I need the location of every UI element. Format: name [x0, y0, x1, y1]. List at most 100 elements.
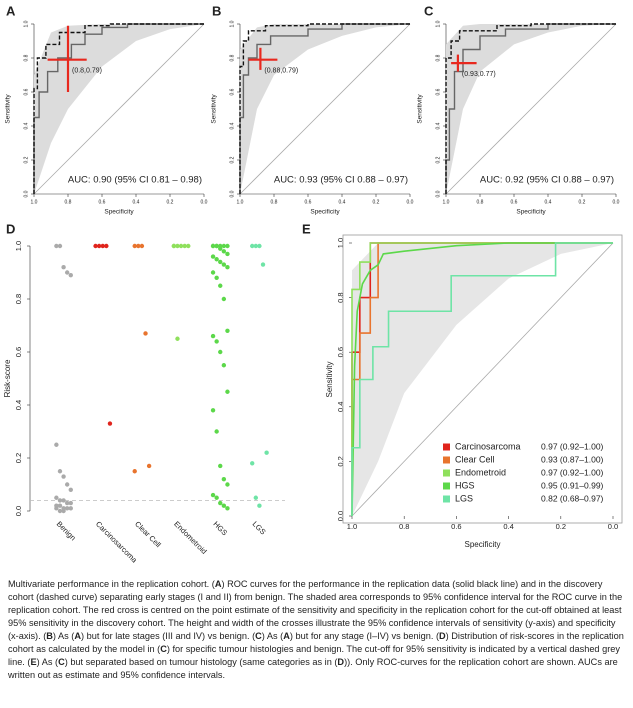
- cross-label: (0.88,0.79): [264, 68, 298, 75]
- caption-text: ) As (: [261, 631, 284, 641]
- caption-text: )). Only ROC-curves for the replication …: [8, 657, 618, 680]
- point: [225, 251, 230, 257]
- roc-curve: [33, 23, 204, 194]
- point: [214, 275, 219, 280]
- point: [57, 503, 63, 508]
- panel-label: A: [6, 3, 16, 18]
- x-tick-label: Carcinosarcoma: [94, 519, 140, 565]
- point: [100, 243, 105, 249]
- point: [210, 333, 216, 339]
- point: [250, 243, 255, 249]
- point: [260, 262, 266, 267]
- point: [210, 270, 216, 275]
- point: [54, 243, 59, 249]
- panel-label: E: [302, 221, 311, 236]
- point: [57, 498, 63, 503]
- point: [214, 495, 219, 500]
- roc-curve: [351, 242, 613, 516]
- point: [139, 243, 145, 249]
- y-tick-label: 0.2: [229, 156, 235, 163]
- y-tick-label: 0.6: [23, 88, 29, 95]
- y-tick-label: 0.2: [14, 453, 23, 463]
- point: [225, 243, 230, 249]
- x-tick-label: 0.2: [556, 522, 566, 531]
- y-tick-label: 1.0: [23, 20, 29, 27]
- y-tick-label: 0.4: [435, 122, 441, 129]
- y-tick-label: 0.0: [229, 190, 235, 197]
- y-tick-label: 0.0: [23, 190, 29, 197]
- point: [57, 508, 63, 514]
- y-tick-label: 0.8: [229, 54, 235, 61]
- x-tick-label: 0.2: [579, 199, 586, 205]
- point: [107, 421, 113, 426]
- y-tick-label: 0.8: [23, 54, 29, 61]
- point: [143, 331, 148, 336]
- x-tick-label: 0.2: [167, 199, 174, 205]
- legend-label: Carcinosarcoma: [455, 441, 521, 451]
- point: [218, 246, 223, 251]
- point: [214, 243, 219, 249]
- y-tick-label: 1.0: [14, 241, 23, 251]
- point: [257, 503, 262, 508]
- point: [146, 463, 152, 469]
- point: [210, 243, 216, 249]
- point: [64, 506, 70, 511]
- panel-label: D: [6, 221, 15, 236]
- point: [221, 296, 227, 302]
- caption-text: ) but for any stage (I–IV) vs benign. (: [289, 631, 440, 641]
- x-tick-label: Benign: [55, 519, 78, 542]
- caption: Multivariate performance in the replicat…: [8, 578, 626, 682]
- point: [225, 389, 230, 394]
- point: [225, 482, 230, 487]
- point: [221, 363, 227, 368]
- point: [182, 243, 187, 249]
- point: [68, 272, 73, 278]
- confidence-band: [240, 24, 410, 194]
- point: [93, 243, 98, 249]
- y-axis-label: Sensitivity: [325, 361, 334, 397]
- caption-panel-ref: C: [58, 657, 65, 667]
- point: [253, 495, 259, 500]
- x-axis-label: Specificity: [310, 209, 340, 216]
- legend-swatch: [443, 495, 450, 503]
- caption-panel-ref: B: [46, 631, 53, 641]
- x-tick-label: Clear Cell: [133, 519, 163, 549]
- x-tick-label: 1.0: [237, 199, 244, 205]
- x-tick-label: 0.4: [545, 199, 552, 205]
- point: [218, 283, 223, 288]
- legend-swatch: [443, 482, 450, 490]
- point: [221, 262, 227, 267]
- x-tick-label: HGS: [211, 519, 229, 537]
- point: [54, 506, 59, 511]
- x-tick-label: 0.0: [201, 199, 208, 205]
- point: [64, 482, 70, 487]
- y-tick-label: 0.4: [14, 400, 23, 410]
- cross-label: (0.93,0.77): [462, 71, 496, 78]
- x-tick-label: 0.8: [271, 199, 278, 205]
- y-tick-label: 0.6: [336, 347, 345, 357]
- legend-swatch: [443, 456, 450, 464]
- y-tick-label: 0.0: [435, 190, 441, 197]
- y-tick-label: 1.0: [229, 20, 235, 27]
- caption-text: ) Distribution of risk-scores in the rep…: [8, 631, 624, 654]
- point: [68, 500, 73, 506]
- legend-label: Endometroid: [455, 467, 506, 477]
- auc-text: AUC: 0.93 (95% CI 0.88 – 0.97): [274, 175, 408, 186]
- point: [175, 336, 180, 341]
- point: [171, 243, 177, 249]
- point: [61, 508, 66, 514]
- point: [257, 243, 262, 249]
- point: [218, 349, 223, 355]
- y-tick-label: 0.2: [336, 456, 345, 466]
- caption-panel-ref: D: [439, 631, 446, 641]
- point: [253, 243, 259, 249]
- point: [96, 243, 102, 249]
- roc-curve: [351, 242, 613, 516]
- x-tick-label: 0.2: [373, 199, 380, 205]
- point: [225, 328, 230, 333]
- roc-curve: [445, 23, 616, 194]
- y-axis-label: Sensitivity: [211, 94, 218, 124]
- point: [221, 503, 227, 508]
- caption-text: ) but for late stages (III and IV) vs be…: [81, 631, 256, 641]
- confidence-band: [446, 24, 616, 194]
